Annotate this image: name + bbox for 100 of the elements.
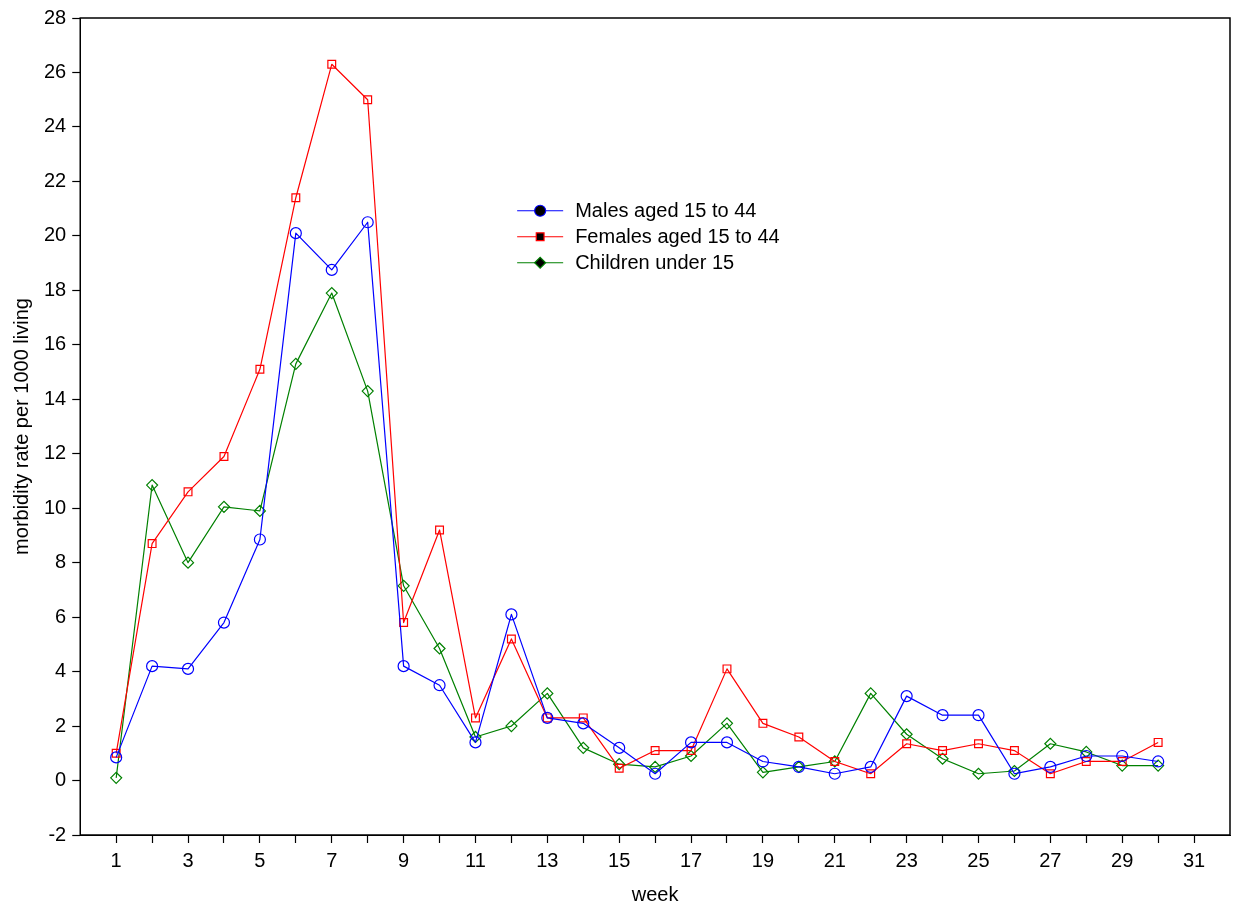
point xyxy=(864,760,877,774)
point xyxy=(361,385,374,398)
point xyxy=(147,539,157,549)
point xyxy=(578,713,588,723)
point xyxy=(864,687,877,700)
point xyxy=(866,769,876,779)
x-tick-label: 25 xyxy=(967,848,990,871)
y-tick-label: 26 xyxy=(44,59,67,82)
point xyxy=(1116,759,1129,772)
point xyxy=(505,719,518,733)
point xyxy=(900,690,913,703)
point xyxy=(684,749,698,763)
y-tick-label: 0 xyxy=(55,768,67,791)
point xyxy=(720,717,734,730)
y-tick-label: 12 xyxy=(44,441,67,464)
point xyxy=(110,751,123,764)
x-tick-label: 13 xyxy=(536,848,559,871)
point xyxy=(183,487,193,497)
point xyxy=(756,755,770,768)
point xyxy=(758,718,768,728)
legend-label: Males aged 15 to 44 xyxy=(575,199,757,222)
legend-label: Females aged 15 to 44 xyxy=(575,225,780,248)
point xyxy=(974,739,983,749)
point xyxy=(255,364,265,374)
point xyxy=(469,730,482,744)
x-tick-label: 11 xyxy=(465,848,486,871)
y-tick-label: 18 xyxy=(44,277,67,300)
point xyxy=(649,760,662,774)
point xyxy=(146,478,159,492)
point xyxy=(146,660,159,673)
point xyxy=(938,746,948,756)
point xyxy=(650,746,660,756)
point xyxy=(217,616,231,629)
x-tick-label: 3 xyxy=(182,848,194,871)
point xyxy=(433,642,446,655)
x-tick-label: 7 xyxy=(326,848,338,871)
point xyxy=(722,664,732,674)
point xyxy=(111,748,121,758)
point xyxy=(900,728,913,741)
x-tick-label: 15 xyxy=(608,848,631,871)
point xyxy=(397,660,410,673)
point xyxy=(435,525,445,535)
y-tick-label: -2 xyxy=(48,822,67,845)
point xyxy=(289,227,302,240)
y-tick-label: 24 xyxy=(44,114,67,137)
point xyxy=(219,451,229,461)
point xyxy=(613,758,626,771)
point xyxy=(972,709,985,722)
y-axis-title: morbidity rate per 1000 living xyxy=(9,298,32,555)
point xyxy=(253,504,266,518)
point xyxy=(325,286,338,300)
point xyxy=(506,634,516,644)
legend-label: Children under 15 xyxy=(575,251,735,274)
point xyxy=(1044,737,1057,750)
point xyxy=(828,767,841,780)
point xyxy=(902,739,912,749)
point xyxy=(327,59,337,69)
y-tick-label: 6 xyxy=(55,604,67,627)
point xyxy=(1152,759,1165,772)
point xyxy=(397,579,410,592)
point xyxy=(1117,756,1127,766)
point xyxy=(972,767,985,780)
y-tick-label: 14 xyxy=(44,386,67,409)
point xyxy=(794,732,804,742)
x-tick-label: 17 xyxy=(679,848,703,871)
point xyxy=(1081,756,1091,766)
point xyxy=(289,357,302,370)
point xyxy=(361,216,374,229)
point xyxy=(1009,746,1019,756)
x-tick-label: 19 xyxy=(751,848,775,871)
point xyxy=(936,709,949,722)
x-tick-label: 21 xyxy=(823,848,846,871)
point xyxy=(505,608,518,621)
x-axis-title: week xyxy=(630,882,680,905)
y-tick-label: 10 xyxy=(44,495,67,518)
x-tick-label: 27 xyxy=(1039,848,1062,871)
point xyxy=(1116,749,1129,763)
y-tick-label: 20 xyxy=(44,223,67,246)
x-tick-label: 23 xyxy=(895,848,918,871)
x-tick-label: 31 xyxy=(1182,848,1206,871)
point xyxy=(1152,755,1165,768)
point xyxy=(433,679,446,692)
point xyxy=(577,717,590,730)
point xyxy=(1044,760,1057,774)
point xyxy=(110,771,123,784)
point xyxy=(291,193,301,203)
x-tick-label: 5 xyxy=(254,848,266,871)
y-tick-label: 22 xyxy=(44,168,67,191)
point xyxy=(684,736,698,749)
point xyxy=(756,766,770,779)
point xyxy=(1080,749,1093,763)
x-tick-label: 29 xyxy=(1111,848,1134,871)
point xyxy=(253,533,266,546)
point xyxy=(363,95,373,105)
point xyxy=(217,500,231,513)
point xyxy=(686,746,696,756)
point xyxy=(649,767,662,780)
point xyxy=(577,741,590,754)
point xyxy=(1080,745,1093,759)
point xyxy=(1045,769,1055,779)
